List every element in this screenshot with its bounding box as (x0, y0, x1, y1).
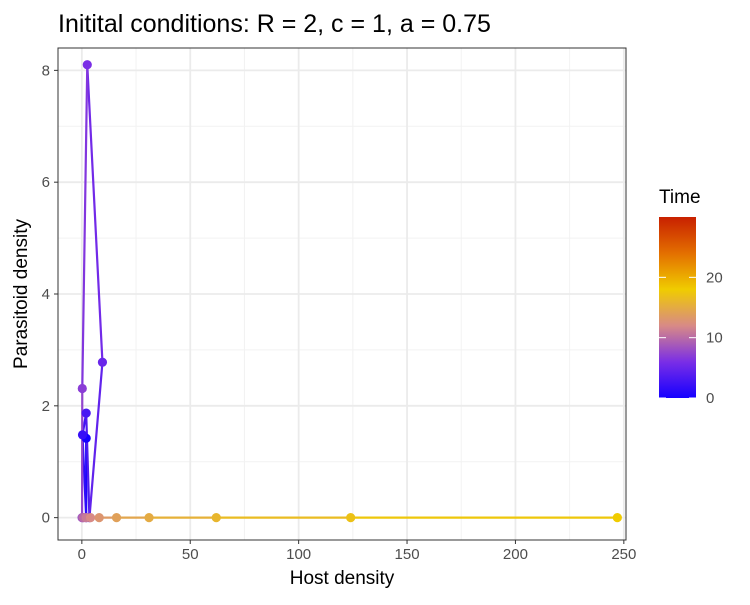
y-axis-label: Parasitoid density (11, 219, 32, 369)
legend-colorbar (659, 217, 696, 398)
x-axis-label: Host density (290, 568, 395, 589)
data-point (212, 513, 221, 522)
data-point (86, 513, 95, 522)
x-tick-label: 250 (611, 546, 636, 563)
x-tick-label: 100 (286, 546, 311, 563)
data-point (144, 513, 153, 522)
x-tick-label: 200 (503, 546, 528, 563)
colorbar-tick-label: 10 (706, 330, 723, 347)
data-point (83, 60, 92, 69)
data-point (112, 513, 121, 522)
colorbar-tick-label: 20 (706, 269, 723, 286)
data-point (78, 384, 87, 393)
y-tick-label: 4 (42, 286, 50, 303)
y-tick-label: 0 (42, 510, 50, 527)
y-tick-label: 6 (42, 174, 50, 191)
x-tick-label: 150 (395, 546, 420, 563)
data-point (82, 408, 91, 417)
y-axis: 0 2 4 6 8 (42, 62, 58, 526)
x-tick-label: 0 (78, 546, 86, 563)
data-point (95, 513, 104, 522)
data-point (78, 430, 87, 439)
legend: Time 0 10 20 (659, 187, 723, 407)
legend-title: Time (659, 187, 701, 208)
y-tick-label: 2 (42, 398, 50, 415)
x-tick-label: 50 (182, 546, 199, 563)
y-tick-label: 8 (42, 62, 50, 79)
data-point (98, 358, 107, 367)
data-point (346, 513, 355, 522)
chart-title: Initital conditions: R = 2, c = 1, a = 0… (58, 10, 491, 38)
x-axis: 0 50 100 150 200 250 (78, 540, 637, 563)
colorbar-tick-label: 0 (706, 390, 714, 407)
data-point (613, 513, 622, 522)
